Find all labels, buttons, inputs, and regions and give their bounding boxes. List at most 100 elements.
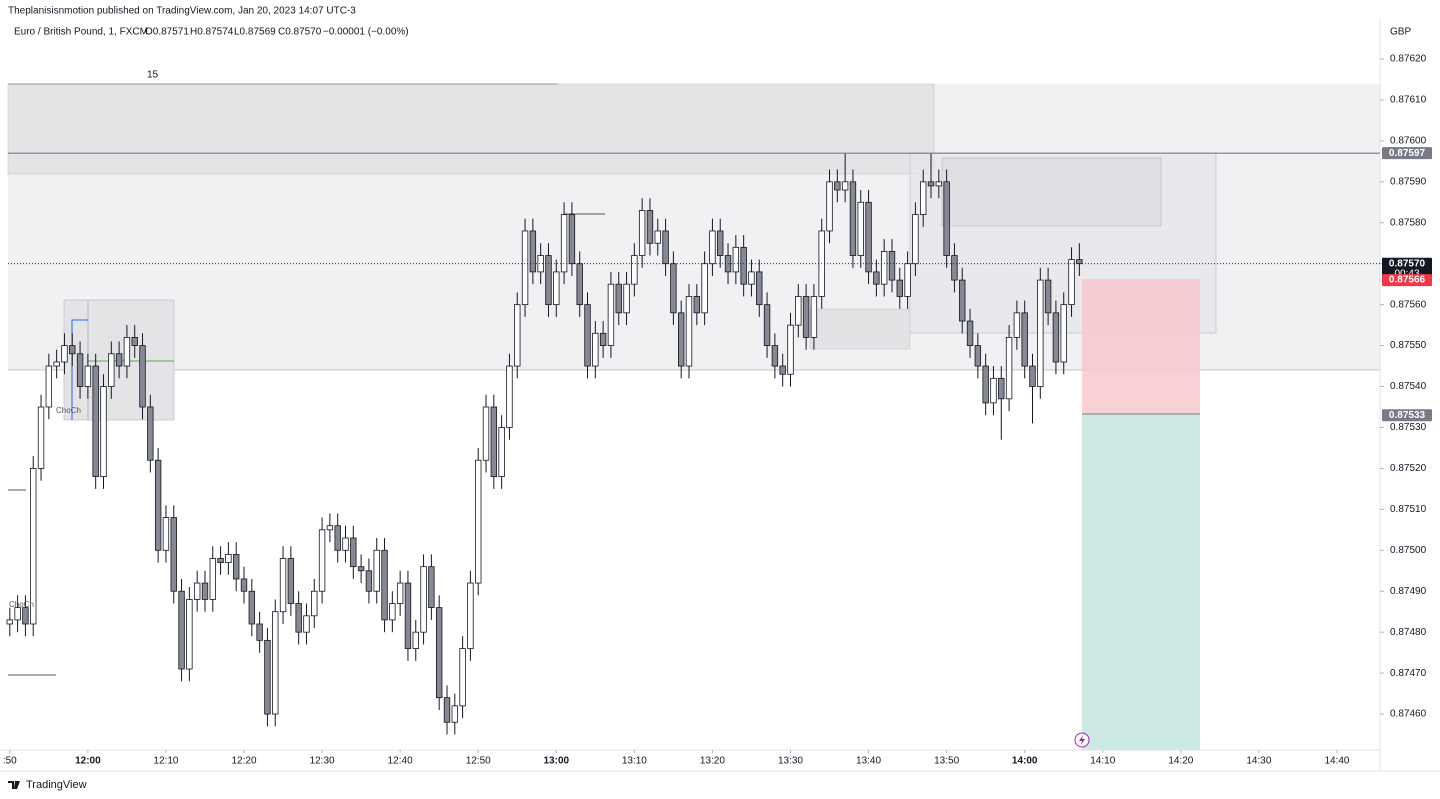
candle-body [521,230,529,306]
candle-body [841,181,849,191]
candle-body [732,246,740,273]
y-tick-label: 0.87600 [1390,136,1427,147]
candle-body [646,210,654,244]
price-tag-label: 0.87533 [1389,410,1426,421]
candle-body [771,345,779,367]
x-tick-label: 12:00 [75,756,101,767]
target-zone [1082,414,1200,750]
candle-body [943,181,950,256]
candle-body [560,214,568,273]
candle-body [740,246,747,285]
x-tick-label: 12:40 [388,756,413,767]
candle-body [326,525,334,531]
candle-body [763,304,771,346]
candle-body [935,181,943,187]
candle-body [685,296,693,367]
candle-body [826,181,833,232]
candle-body [373,549,380,592]
candle-body [256,623,263,641]
candle-body [514,304,521,367]
candle-body [506,365,513,428]
candle-body [795,296,802,326]
candle-body [209,558,216,600]
candle-body [974,345,982,367]
candle-body [966,320,974,346]
x-tick-label: 14:20 [1168,756,1193,767]
candle-body [45,365,53,408]
x-tick-label: 13:10 [622,756,647,767]
candle-body [896,279,903,297]
candle-body [303,615,310,633]
candle-body [295,603,302,633]
candle-body [638,210,646,256]
candle-body [553,271,560,306]
y-tick-label: 0.87510 [1390,504,1427,515]
y-tick-label: 0.87610 [1390,95,1427,106]
candle-body [779,365,786,375]
price-tag-countdown: 00:43 [1394,268,1419,279]
ohlc-high: H0.87574 [190,27,234,38]
candle-body [459,648,466,707]
y-tick-label: 0.87560 [1390,299,1427,310]
candle-body [147,406,154,461]
zone [809,308,911,350]
candle-body [1044,279,1052,314]
candle-body [709,230,716,265]
candle-body [186,599,193,670]
x-tick-label: 13:20 [700,756,725,767]
stop-zone [1082,279,1200,414]
y-tick-label: 0.87500 [1390,545,1427,556]
candle-body [69,345,76,355]
candle-body [84,365,92,387]
candle-body [108,353,115,387]
candle-body [880,251,888,285]
zone [7,83,935,175]
candle-body [670,263,677,314]
x-tick-label: 13:00 [543,756,569,767]
candle-body [467,582,474,649]
candle-body [599,332,607,346]
candle-body [982,365,989,404]
candle-body [490,406,498,478]
candle-body [428,566,435,609]
candle-body [53,361,60,367]
candle-body [677,312,685,367]
candle-body [365,570,373,592]
x-tick-label: 12:20 [231,756,256,767]
candle-body [873,271,880,285]
candle-body [990,377,997,404]
candle-body [584,304,591,367]
candle-body [404,582,412,649]
candle-body [451,705,458,723]
candle-body [888,251,896,281]
candle-body [115,353,123,367]
candle-body [748,271,755,285]
publisher: Theplanisisnmotion published on TradingV… [8,6,356,17]
candle-body [131,337,138,346]
candle-body [279,558,287,613]
candle-body [100,386,107,478]
candle-body [959,279,966,322]
x-tick-label: 14:40 [1324,756,1349,767]
y-tick-label: 0.87470 [1390,668,1427,679]
candle-body [810,296,818,338]
candle-body [927,181,935,187]
candle-body [357,566,365,572]
candle-body [865,201,872,273]
y-tick-label: 0.87620 [1390,54,1427,65]
y-tick-label: 0.87540 [1390,381,1427,392]
x-tick-label: 13:40 [856,756,881,767]
x-tick-label: 14:30 [1246,756,1271,767]
candle-body [178,590,185,670]
candle-body [233,553,240,580]
zone [941,157,1162,227]
candle-body [381,549,388,621]
candle-body [420,566,427,633]
candle-body [529,230,537,273]
x-tick-label: 14:00 [1012,756,1038,767]
candle-body [225,553,232,563]
x-tick-label: 12:30 [310,756,335,767]
candle-body [482,406,490,461]
candle-body [701,263,708,314]
candle-body [287,558,295,604]
